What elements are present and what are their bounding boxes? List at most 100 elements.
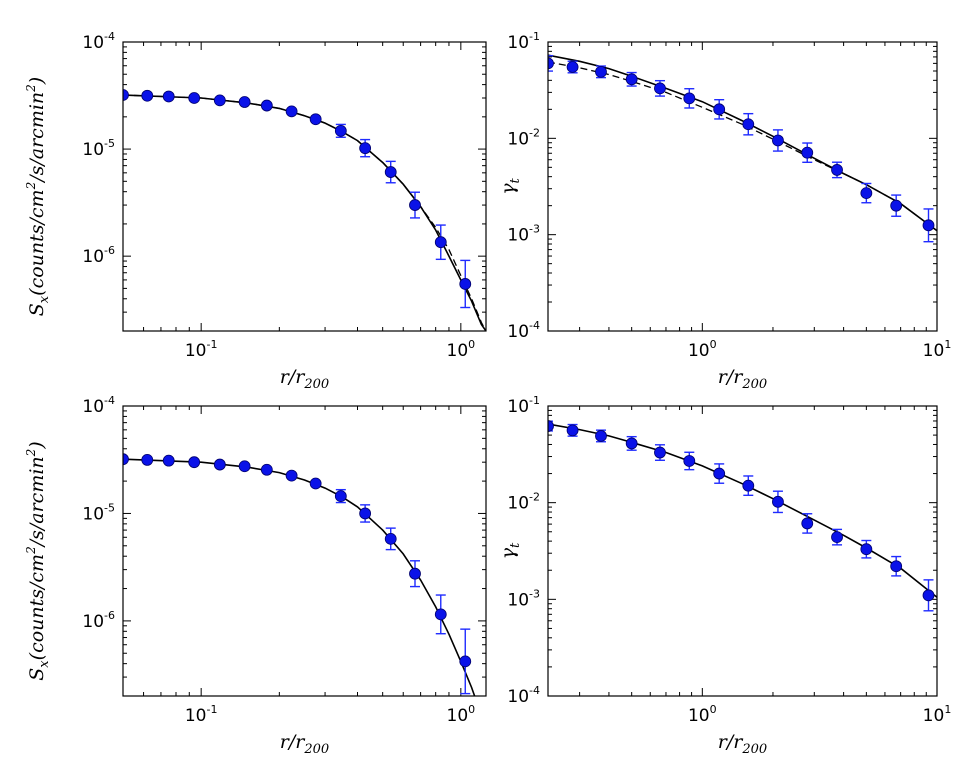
data-point [772,495,784,508]
data-point [890,199,903,212]
panel-top-left: 10-1 100 10-6 10-5 10-4 r/r200 Sx(counts/cm2/s… [24,30,487,392]
model-curves [123,458,476,696]
plot-frame [547,405,938,697]
data-point [860,187,873,200]
data-point [459,655,472,668]
data-point [359,142,372,155]
data-point [548,57,554,70]
y-tick-label: 10-5 [82,501,115,524]
model-solid-line [548,423,937,598]
data-point [434,236,447,249]
y-tick-label: 10-5 [82,137,115,160]
x-tick-label: 101 [923,338,952,361]
x-tick-label: 100 [447,338,476,361]
x-tick-label: 10-1 [185,703,218,726]
data-point [831,164,843,176]
data-point [713,103,726,116]
data-point [238,460,251,473]
data-point [123,89,129,101]
data-point [654,446,666,459]
data-point [434,608,447,621]
data-point [683,455,696,467]
data-point [188,456,201,469]
data-point [213,94,226,107]
data-point [860,543,873,556]
model-curves [123,94,486,331]
data-point [654,82,666,95]
data-point [890,560,903,573]
model-solid-line [123,458,476,696]
data-point [683,92,696,105]
y-tick-label: 10-4 [507,319,540,342]
data-point [409,567,421,580]
y-tick-label: 10-3 [507,587,540,610]
x-tick-label: 100 [688,703,717,726]
data-point [548,420,554,432]
data-point [309,113,322,126]
y-tick-label: 10-6 [82,244,115,267]
y-tick-label: 10-2 [507,126,540,149]
data-point [188,92,201,104]
y-tick-label: 10-4 [82,394,115,417]
data-point [384,532,397,545]
model-curves [548,54,937,232]
data-point [625,73,638,86]
data-point [566,61,579,73]
data-point [922,219,935,232]
y-tick-label: 10-1 [507,30,540,53]
model-dashed-line [123,94,486,331]
x-tick-label: 10-1 [185,338,218,361]
data-points [123,89,472,309]
data-points [548,54,935,243]
x-axis-label: r/r200 [280,366,329,392]
data-point [238,96,251,108]
data-point [742,118,755,131]
y-tick-label: 10-4 [507,684,540,707]
data-point [162,454,175,467]
data-point [123,453,129,466]
data-point [285,469,298,482]
model-curves [548,423,937,598]
plot-frame [547,41,938,332]
plot-frame [122,41,487,332]
data-points [123,453,472,695]
data-point [334,490,347,503]
data-point [459,278,472,290]
data-point [595,430,607,442]
data-point [713,467,726,480]
y-tick-label: 10-2 [507,491,540,514]
y-axis-label: Sx(counts/cm2/s/arcmin2) [24,77,52,316]
y-tick-label: 10-3 [507,223,540,246]
data-point [595,65,607,78]
data-point [141,89,154,102]
plot-frame [122,405,487,697]
data-points [548,420,935,612]
x-axis-label: r/r200 [280,731,329,757]
model-dashed-line [548,61,937,232]
panel-top-right: 100 101 10-4 10-3 10-2 10-1 r/r200 γt [497,30,951,392]
data-point [922,589,935,602]
data-point [801,517,814,530]
x-tick-label: 101 [923,703,952,726]
data-point [285,105,298,118]
data-point [334,124,347,137]
y-tick-label: 10-6 [82,609,115,632]
data-point [260,463,273,476]
y-axis-label: γt [497,542,523,559]
y-axis-label: γt [497,177,523,194]
data-point [831,531,843,544]
y-tick-label: 10-1 [507,394,540,417]
data-point [384,166,397,178]
data-point [772,134,784,147]
model-solid-line [548,54,937,232]
panel-bottom-right: 100 101 10-4 10-3 10-2 10-1 r/r200 γt [497,394,951,757]
panel-bottom-left: 10-1 100 10-6 10-5 10-4 r/r200 Sx(counts/cm2/s… [24,394,487,757]
x-axis-label: r/r200 [718,366,767,392]
x-axis-label: r/r200 [718,731,767,757]
y-axis-label: Sx(counts/cm2/s/arcmin2) [24,441,52,680]
data-point [409,199,421,211]
data-point [801,146,814,159]
data-point [359,507,372,520]
model-solid-line [123,94,486,331]
